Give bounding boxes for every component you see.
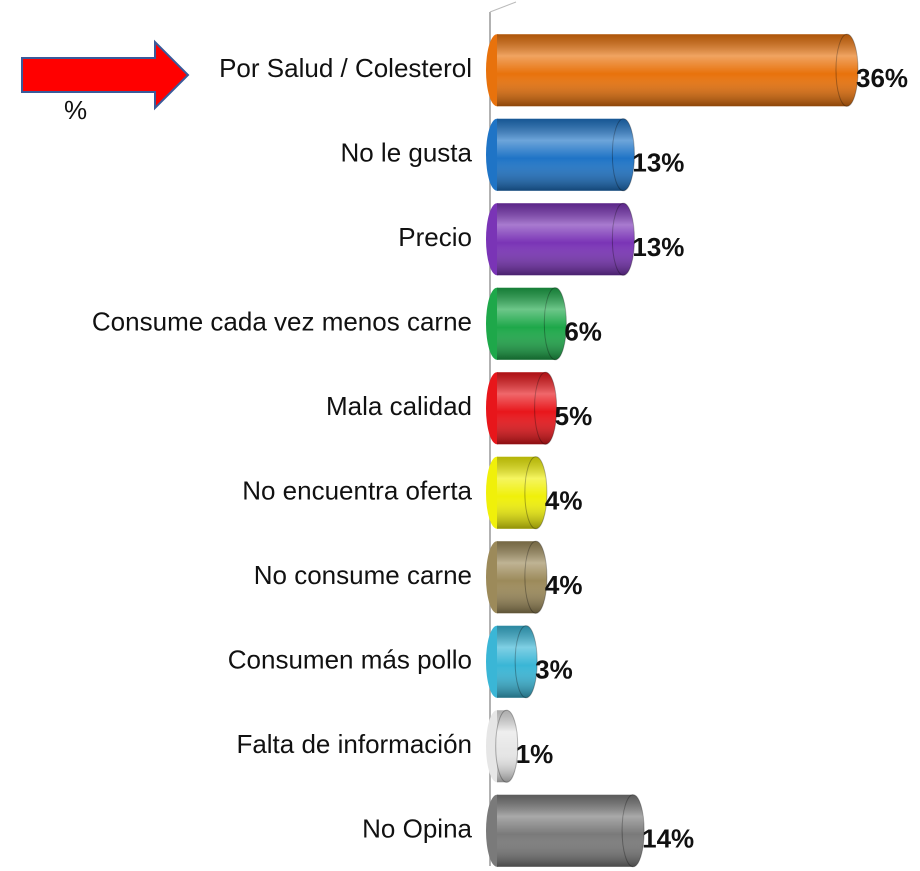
- category-label: Mala calidad: [326, 391, 472, 421]
- value-label: 4%: [545, 570, 583, 600]
- bar-cap-shade: [515, 625, 538, 698]
- value-label: 4%: [545, 486, 583, 516]
- category-label: Consumen más pollo: [228, 645, 472, 675]
- category-label: No Opina: [362, 814, 472, 844]
- bar-cap-shade: [524, 541, 547, 614]
- category-label: No le gusta: [340, 138, 472, 168]
- category-label: No encuentra oferta: [242, 476, 472, 506]
- bar-cap-shade: [534, 372, 557, 445]
- value-label: 13%: [632, 148, 684, 178]
- bar-shade: [497, 34, 847, 107]
- category-label: Falta de información: [236, 729, 472, 759]
- bar-cap-shade: [836, 34, 858, 107]
- arrow: [21, 39, 190, 111]
- bar-shade: [497, 118, 624, 191]
- bar-cap-shade: [622, 794, 645, 867]
- value-label: 36%: [856, 63, 908, 93]
- bar-shade: [497, 203, 624, 276]
- bar-cap-shade: [612, 203, 635, 276]
- annotation: %: [64, 95, 87, 125]
- value-label: 13%: [632, 232, 684, 262]
- bar-cap-shade: [495, 710, 518, 783]
- category-label: Por Salud / Colesterol: [219, 53, 472, 83]
- category-label: No consume carne: [254, 560, 472, 590]
- value-label: 5%: [555, 401, 593, 431]
- bar-shade: [497, 794, 634, 867]
- value-label: 6%: [564, 317, 602, 347]
- bar-cap-shade: [524, 456, 547, 529]
- category-label: Precio: [398, 222, 472, 252]
- category-label: Consume cada vez menos carne: [92, 307, 472, 337]
- value-label: 1%: [516, 739, 554, 769]
- value-label: 14%: [642, 824, 694, 854]
- bar-cap-shade: [612, 118, 635, 191]
- bar-cap-shade: [544, 287, 567, 360]
- value-label: 3%: [535, 655, 573, 685]
- axis-depth: [489, 1, 517, 13]
